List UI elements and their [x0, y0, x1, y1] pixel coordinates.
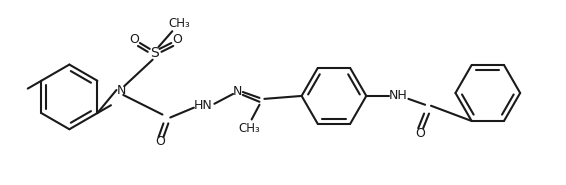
Text: NH: NH: [388, 89, 407, 102]
Text: CH₃: CH₃: [168, 17, 190, 30]
Text: CH₃: CH₃: [239, 122, 260, 135]
Text: O: O: [156, 135, 165, 149]
Text: N: N: [117, 84, 126, 97]
Text: HN: HN: [194, 99, 213, 112]
Text: O: O: [415, 127, 425, 140]
Text: N: N: [233, 85, 243, 97]
Text: O: O: [172, 33, 182, 46]
Text: S: S: [150, 46, 159, 60]
Text: O: O: [129, 33, 139, 46]
